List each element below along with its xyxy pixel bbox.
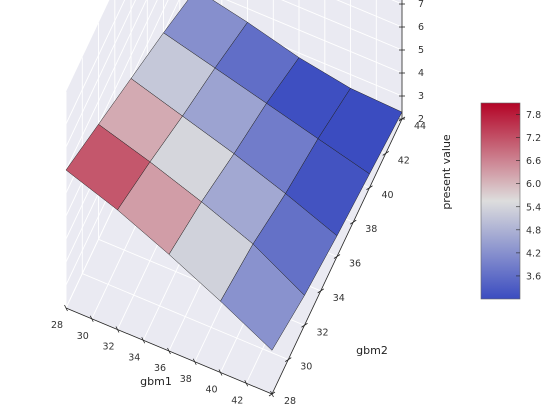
x-tick <box>218 369 223 376</box>
grid-line-z <box>65 0 403 194</box>
z-tick-label: 7 <box>418 0 424 10</box>
y-tick <box>317 288 324 294</box>
grid-line-z <box>65 0 147 171</box>
x-tick <box>89 315 94 322</box>
x-tick-label: 36 <box>154 363 166 374</box>
colorbar-gradient <box>480 102 521 300</box>
colorbar-tick-label: 7.8 <box>526 110 541 121</box>
z-tick-label: 2 <box>418 114 424 125</box>
x-tick-label: 34 <box>128 352 140 363</box>
axes: 2830323436384042442830323436384042442345… <box>51 0 426 404</box>
y-tick <box>301 322 308 328</box>
colorbar-tick-label: 6.6 <box>526 156 541 167</box>
z-tick-label: 6 <box>418 22 424 33</box>
y-tick-label: 38 <box>365 224 377 235</box>
y-tick <box>268 391 276 397</box>
surface <box>65 0 403 351</box>
y-tick-label: 30 <box>300 362 312 373</box>
y-tick-label: 34 <box>333 293 345 304</box>
colorbar-tick-label: 7.2 <box>526 133 541 144</box>
z-tick-label: 4 <box>418 68 424 79</box>
y-tick <box>366 185 373 191</box>
grid-line-z <box>65 0 126 125</box>
y-tick <box>382 151 389 156</box>
colorbar-tick-label: 5.4 <box>526 202 541 213</box>
x-tick <box>244 380 249 387</box>
colorbar-tick-label: 4.8 <box>526 225 541 236</box>
z-axis-label: present value <box>440 134 453 210</box>
y-tick-label: 36 <box>349 259 361 270</box>
y-tick <box>333 254 341 259</box>
colorbar-tick-label: 6.0 <box>526 179 541 190</box>
z-tick-label: 5 <box>418 45 424 56</box>
y-tick-label: 42 <box>398 155 410 166</box>
y-tick <box>285 357 292 362</box>
y-tick-label: 44 <box>414 121 426 132</box>
y-tick-label: 40 <box>381 190 393 201</box>
z-tick-label: 3 <box>418 91 424 102</box>
y-axis-label: gbm2 <box>356 344 388 357</box>
colorbar-tick-label: 3.6 <box>526 271 541 282</box>
x-tick-label: 38 <box>180 374 192 385</box>
colorbar-tick-label: 4.2 <box>526 248 541 259</box>
x-axis-label: gbm1 <box>140 375 172 388</box>
x-tick <box>141 337 146 344</box>
x-tick-label: 30 <box>77 331 89 342</box>
x-tick-label: 40 <box>205 385 217 396</box>
x-tick <box>115 326 120 333</box>
x-tick-label: 32 <box>102 342 114 353</box>
grid-line-z <box>65 0 136 148</box>
surface-patch <box>220 243 305 351</box>
y-tick-label: 28 <box>284 396 296 404</box>
x-tick-label: 42 <box>231 395 243 404</box>
y-tick <box>350 219 357 225</box>
x-tick <box>192 358 197 365</box>
x-tick <box>167 347 171 355</box>
x-tick <box>64 304 68 312</box>
colorbar: 3.6 4.2 4.8 5.4 6.0 6.6 7.2 7.8 <box>480 102 541 300</box>
y-tick-label: 32 <box>316 327 328 338</box>
x-tick-label: 28 <box>51 320 63 331</box>
